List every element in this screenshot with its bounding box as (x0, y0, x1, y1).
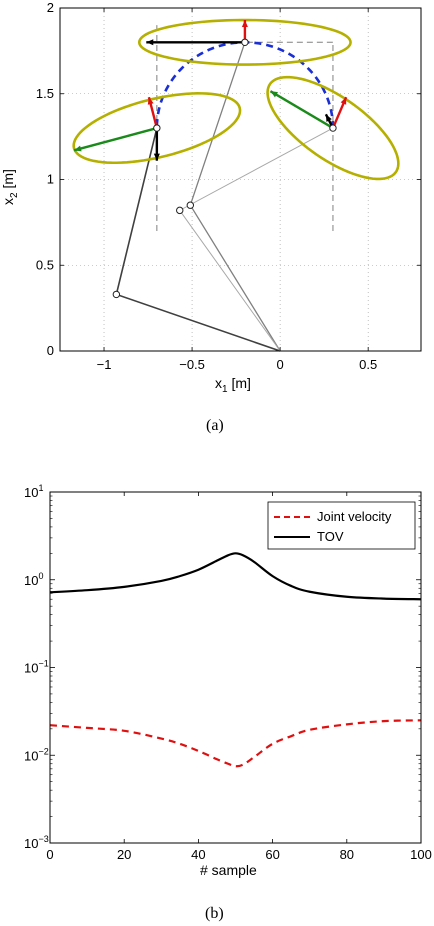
plot-a-y-tick-label: 1.5 (36, 86, 54, 101)
plot-b-x-tick-label: 40 (191, 847, 205, 862)
plot-b-caption: (b) (205, 905, 224, 922)
arm-pose-left-joint-2 (153, 124, 161, 132)
plot-a-trajectory-layer (155, 40, 335, 129)
velocity-arrow-right-green (269, 90, 334, 130)
legend-label-tov: TOV (317, 529, 344, 544)
plot-a-caption: (a) (206, 417, 224, 434)
plot-b-x-tick-label: 100 (410, 847, 432, 862)
plot-a: −1 −0.5 0 0.5 0 0.5 1 1.5 2 x1 [m] x2 [m] (a) (0, 0, 422, 434)
plot-a-arrows (73, 20, 348, 161)
plot-b-x-tick-label: 20 (117, 847, 131, 862)
velocity-arrow-left-red-head (147, 97, 154, 105)
velocity-arrow-right-green-head (270, 91, 278, 98)
plot-a-grid (60, 7, 421, 352)
plot-a-guides (156, 25, 334, 231)
velocity-arrow-left-green (73, 126, 158, 152)
plot-a-joints (112, 38, 337, 299)
velocity-arrow-top-red-head (241, 20, 248, 28)
plot-a-y-tick-label: 2 (47, 0, 54, 15)
plot-b-y-ticks: 10−3 10−2 10−1 100 101 (24, 483, 421, 851)
plot-a-y-tick-label: 0.5 (36, 257, 54, 272)
plot-a-y-label: x2 [m] (0, 169, 20, 205)
plot-b-y-tick-label: 10−3 (24, 834, 49, 851)
plot-a-arms (115, 42, 334, 352)
arm-pose-left-joint-1 (112, 290, 121, 299)
arm-pose-right-joint-1 (176, 206, 184, 215)
plot-b-legend: Joint velocity TOV (267, 501, 416, 550)
arm-pose-top-joint-1 (186, 201, 195, 209)
arm-pose-right (179, 127, 334, 352)
plot-a-x-label: x1 [m] (215, 375, 251, 395)
arm-pose-top-joint-2 (241, 38, 249, 46)
plot-b-series (49, 552, 422, 768)
plot-a-y-ticks: 0 0.5 1 1.5 2 (36, 0, 421, 358)
plot-a-x-tick-label: 0 (277, 357, 284, 372)
velocity-arrow-left-green-head (74, 145, 82, 152)
plot-b-x-tick-label: 0 (46, 847, 53, 862)
plot-b: 0 20 40 60 80 100 10−3 10−2 10−1 100 101 # sample… (24, 483, 432, 922)
velocity-arrow-right-red-head (340, 97, 347, 105)
arm-pose-right-joint-2 (329, 124, 337, 132)
plot-b-x-ticks: 0 20 40 60 80 100 (46, 492, 432, 862)
plot-a-x-tick-label: −1 (97, 357, 112, 372)
plot-b-x-tick-label: 60 (265, 847, 279, 862)
ellipse-right (266, 75, 400, 181)
legend-box (267, 501, 416, 550)
arm-pose-top (189, 42, 281, 352)
velocity-arrow-left-black-head (153, 153, 160, 161)
plot-a-ellipses (72, 18, 400, 181)
series-line-joint-velocity (49, 719, 422, 768)
plot-b-y-tick-label: 101 (24, 483, 43, 500)
series-line-tov (49, 552, 422, 601)
plot-b-y-tick-label: 10−2 (24, 746, 49, 763)
ellipse-left (72, 92, 242, 165)
plot-a-y-tick-label: 1 (47, 172, 54, 187)
plot-b-y-tick-label: 10−1 (24, 659, 49, 676)
plot-a-y-tick-label: 0 (47, 343, 54, 358)
plot-a-x-tick-label: −0.5 (179, 357, 205, 372)
velocity-arrow-top-black-head (146, 39, 154, 46)
legend-label-joint-velocity: Joint velocity (317, 509, 392, 524)
velocity-arrow-right-black-head (325, 114, 332, 122)
plot-a-x-tick-label: 0.5 (359, 357, 377, 372)
ellipse-top (137, 18, 352, 66)
plot-a-x-ticks: −1 −0.5 0 0.5 (97, 8, 377, 372)
plot-b-x-label: # sample (200, 862, 257, 878)
plot-b-x-tick-label: 80 (340, 847, 354, 862)
plot-b-y-tick-label: 100 (24, 571, 43, 588)
trajectory-semicircle (155, 40, 335, 129)
